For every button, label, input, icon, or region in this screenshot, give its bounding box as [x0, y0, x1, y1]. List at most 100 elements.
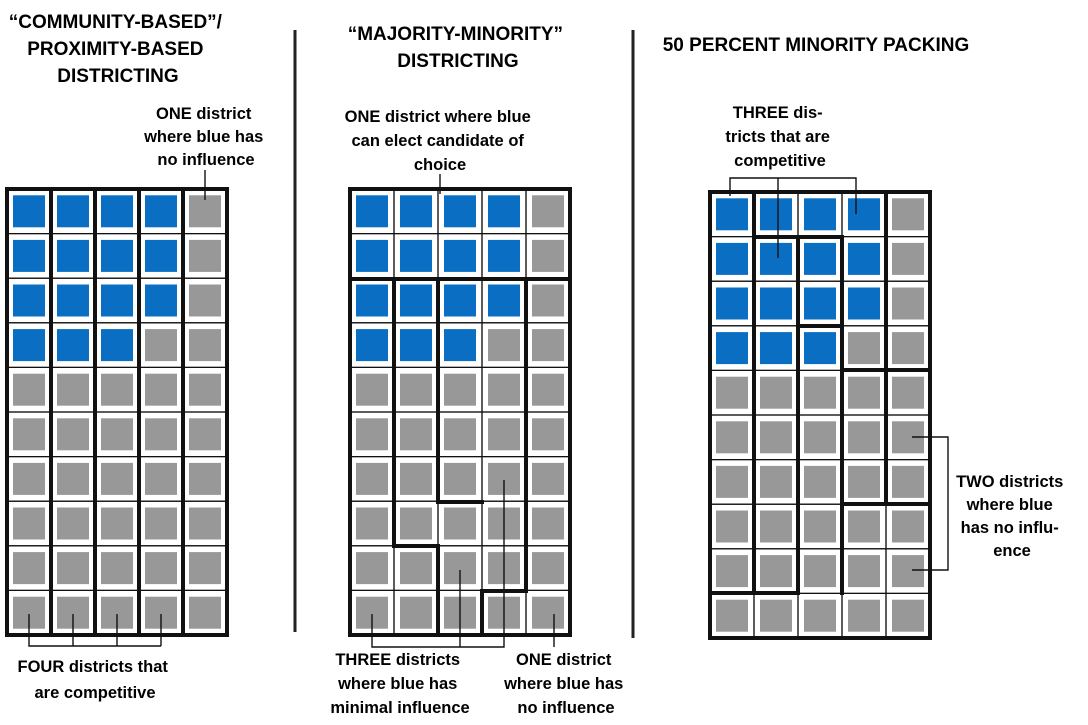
gray-voter-square [804, 599, 836, 632]
gray-voter-square [892, 242, 924, 275]
gray-voter-square [13, 552, 45, 585]
gray-voter-square [804, 465, 836, 498]
gray-voter-square [189, 552, 221, 585]
blue-voter-square [356, 284, 388, 317]
gray-voter-square [804, 376, 836, 409]
gray-voter-square [488, 373, 520, 406]
blue-voter-square [716, 287, 748, 320]
blue-voter-square [804, 287, 836, 320]
gray-voter-square [400, 596, 432, 629]
gray-voter-square [892, 555, 924, 588]
blue-voter-square [400, 329, 432, 362]
blue-voter-square [57, 284, 89, 317]
blue-voter-square [488, 239, 520, 272]
gray-voter-square [804, 421, 836, 454]
gray-voter-square [532, 418, 564, 451]
gray-voter-square [101, 373, 133, 406]
blue-voter-square [716, 332, 748, 365]
gray-voter-square [532, 284, 564, 317]
gray-voter-square [189, 418, 221, 451]
callout-bracket [912, 436, 949, 571]
precinct-grid [709, 191, 931, 639]
blue-voter-square [804, 332, 836, 365]
gray-voter-square [892, 376, 924, 409]
gray-voter-square [101, 462, 133, 495]
precinct-grid [349, 188, 571, 636]
district-boundaries [708, 190, 932, 640]
gray-voter-square [189, 329, 221, 362]
gray-voter-square [444, 462, 476, 495]
annotation-no-influence: TWO districts where blue has no influ- e… [956, 473, 1068, 560]
gray-voter-square [145, 552, 177, 585]
gray-voter-square [400, 462, 432, 495]
gray-voter-square [716, 599, 748, 632]
blue-voter-square [760, 198, 792, 231]
gray-voter-square [444, 418, 476, 451]
blue-voter-square [101, 195, 133, 228]
blue-voter-square [716, 242, 748, 275]
gray-voter-square [189, 596, 221, 629]
blue-voter-square [356, 329, 388, 362]
precinct-grid [6, 188, 228, 636]
gray-voter-square [400, 418, 432, 451]
gray-voter-square [532, 552, 564, 585]
blue-voter-square [400, 239, 432, 272]
callout-bracket [371, 480, 505, 648]
gray-voter-square [716, 421, 748, 454]
blue-voter-square [804, 198, 836, 231]
gray-voter-square [57, 373, 89, 406]
annotation-competitive: THREE dis- tricts that are competitive [725, 104, 834, 170]
gray-voter-square [356, 462, 388, 495]
gray-voter-square [400, 373, 432, 406]
gray-voter-square [848, 510, 880, 543]
annotation-no-influence: ONE district where blue has no influence [503, 651, 628, 717]
blue-voter-square [848, 198, 880, 231]
gray-voter-square [716, 555, 748, 588]
gray-voter-square [848, 555, 880, 588]
annotation-minimal-influence: THREE districts where blue has minimal i… [330, 651, 469, 717]
blue-voter-square [101, 284, 133, 317]
blue-voter-square [488, 284, 520, 317]
blue-voter-square [760, 242, 792, 275]
blue-voter-square [444, 239, 476, 272]
callout-bracket [28, 614, 162, 647]
panel-majority-minority: “MAJORITY-MINORITY” DISTRICTING ONE dist… [330, 24, 628, 717]
gray-voter-square [101, 418, 133, 451]
gray-voter-square [101, 507, 133, 540]
gray-voter-square [13, 418, 45, 451]
gray-voter-square [892, 287, 924, 320]
blue-voter-square [13, 329, 45, 362]
gray-voter-square [189, 507, 221, 540]
blue-voter-square [57, 329, 89, 362]
gray-voter-square [356, 373, 388, 406]
blue-voter-square [101, 329, 133, 362]
gray-voter-square [892, 465, 924, 498]
panel-title: “COMMUNITY-BASED”/ PROXIMITY-BASED DISTR… [9, 12, 228, 87]
blue-voter-square [101, 239, 133, 272]
gray-voter-square [57, 462, 89, 495]
gray-voter-square [892, 510, 924, 543]
annotation-can-elect: ONE district where blue can elect candid… [345, 108, 536, 174]
gray-voter-square [848, 332, 880, 365]
blue-voter-square [13, 284, 45, 317]
gray-voter-square [13, 507, 45, 540]
panel-title: “MAJORITY-MINORITY” DISTRICTING [348, 24, 569, 72]
blue-voter-square [57, 195, 89, 228]
gray-voter-square [189, 239, 221, 272]
gray-voter-square [804, 510, 836, 543]
blue-voter-square [444, 284, 476, 317]
gray-voter-square [145, 418, 177, 451]
blue-voter-square [356, 239, 388, 272]
blue-voter-square [760, 287, 792, 320]
gray-voter-square [532, 462, 564, 495]
annotation-no-influence: ONE district where blue has no influence [143, 105, 268, 169]
blue-voter-square [848, 242, 880, 275]
gray-voter-square [760, 555, 792, 588]
gray-voter-square [716, 510, 748, 543]
annotation-competitive: FOUR districts that are competitive [18, 658, 173, 702]
gray-voter-square [145, 462, 177, 495]
gray-voter-square [57, 552, 89, 585]
gray-voter-square [400, 507, 432, 540]
gray-voter-square [848, 465, 880, 498]
